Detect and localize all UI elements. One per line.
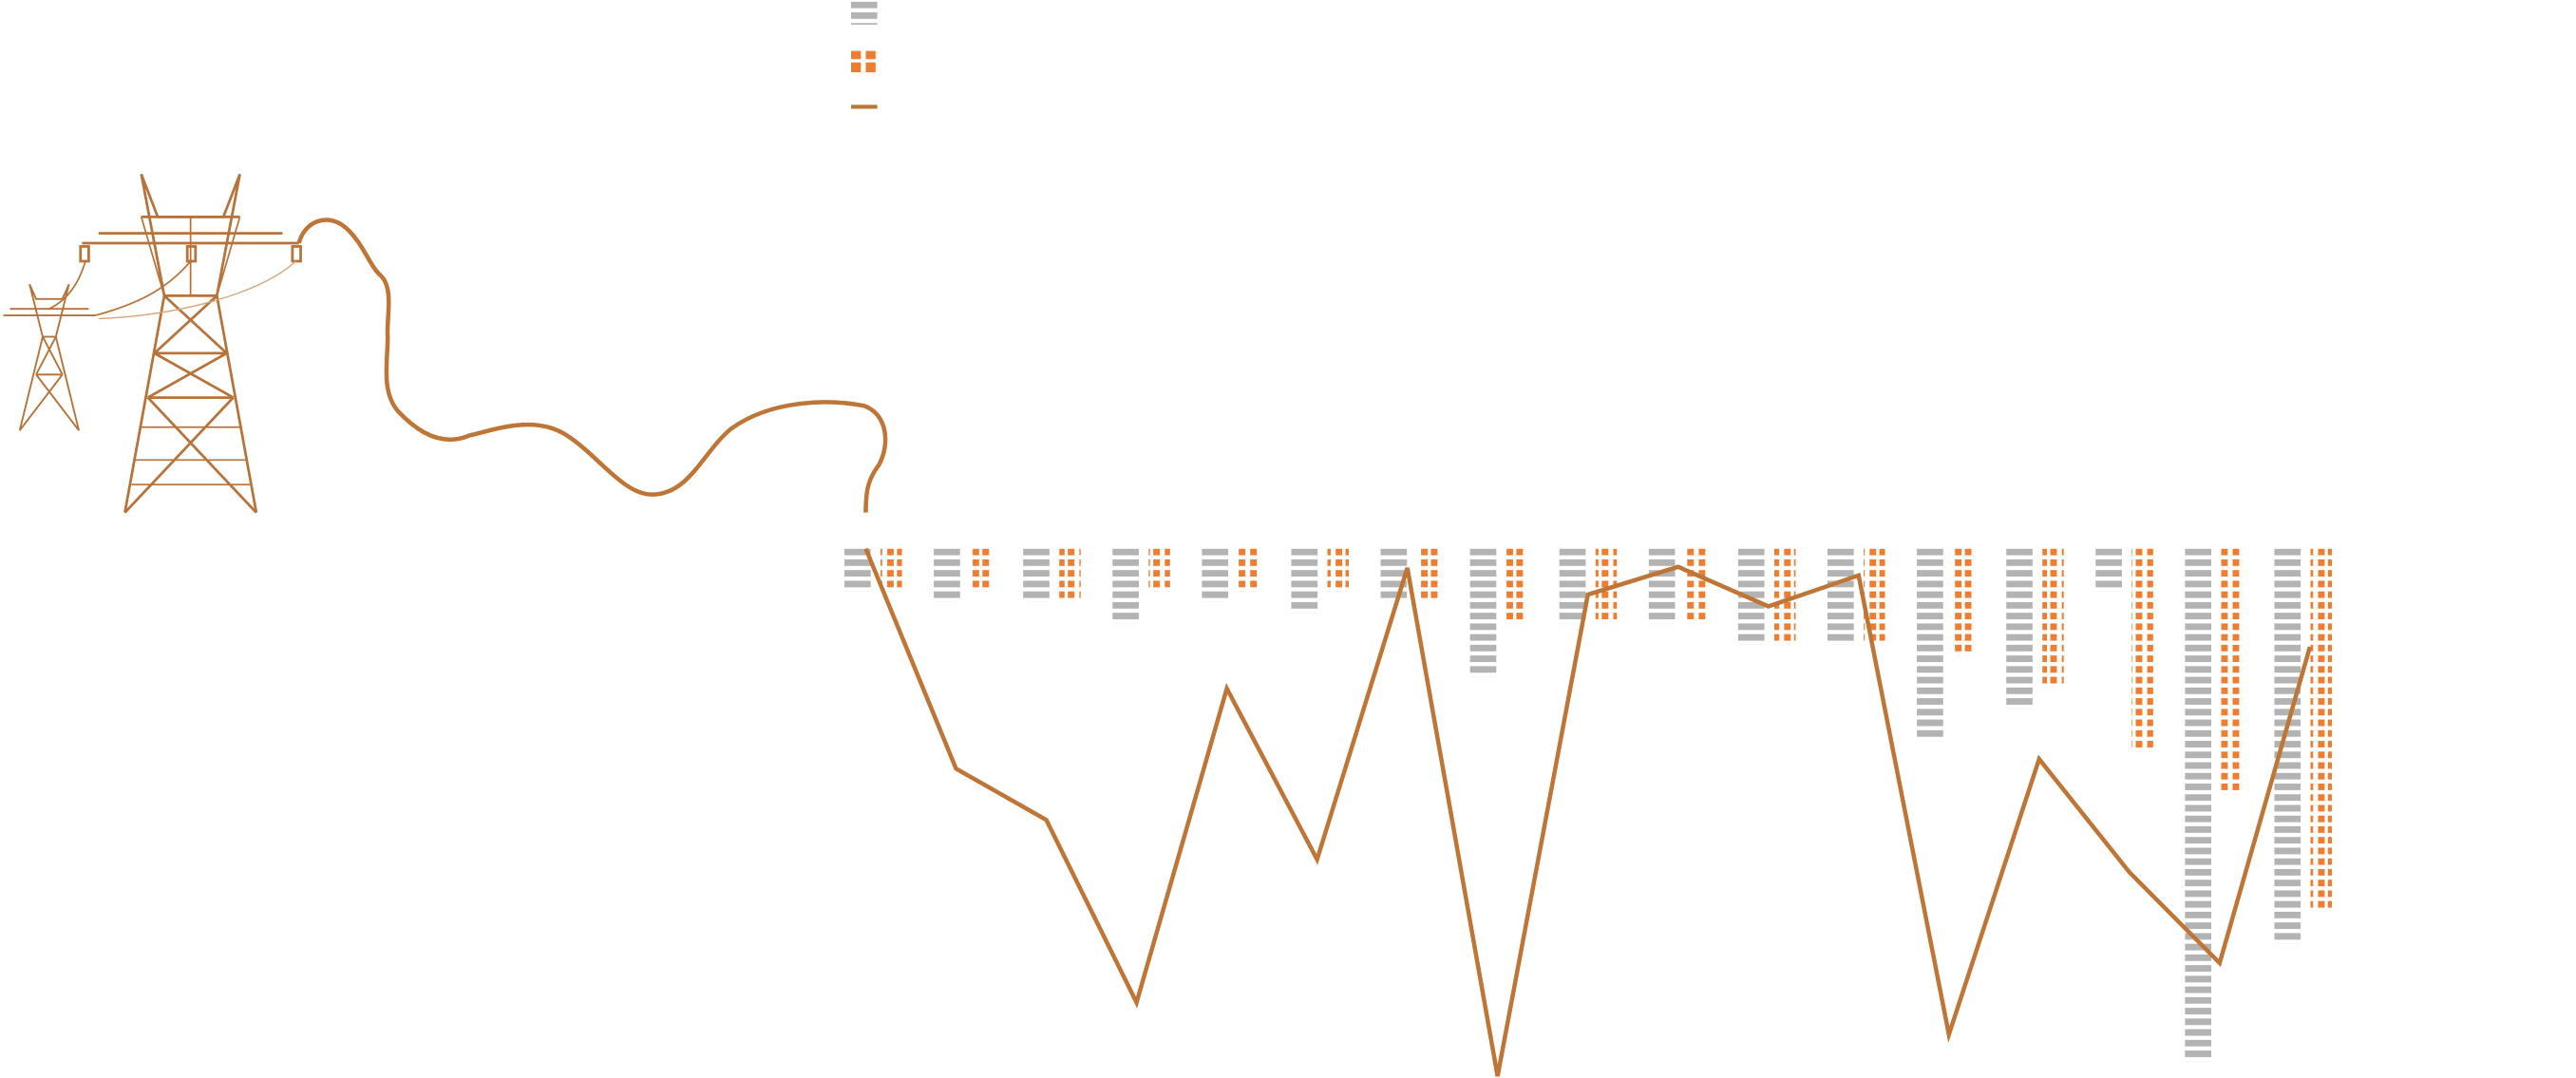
bar (2131, 548, 2153, 752)
bar (1827, 548, 1854, 645)
bar (2185, 548, 2212, 1062)
bar (1506, 548, 1528, 624)
bar (1059, 548, 1081, 602)
bar (1380, 548, 1408, 602)
bar (1864, 548, 1885, 645)
bar (2095, 548, 2122, 592)
bar (1559, 548, 1586, 624)
bar (1291, 548, 1318, 614)
bar (1148, 548, 1170, 592)
bar (1327, 548, 1349, 592)
bar (1023, 548, 1050, 602)
legend-symbol (850, 50, 878, 74)
plot-area (844, 547, 2332, 1077)
bar (881, 548, 902, 592)
bar (1416, 548, 1439, 602)
legend-symbol (850, 1, 878, 25)
bar (2042, 548, 2064, 688)
bar (1202, 548, 1229, 602)
bar (2274, 548, 2301, 944)
bar (1953, 548, 1975, 656)
bar (1238, 548, 1260, 592)
bar (2221, 548, 2243, 795)
bar (1917, 548, 1943, 742)
tower-illustration (3, 173, 302, 514)
bar (1648, 548, 1676, 624)
cable (296, 217, 888, 513)
bar (844, 548, 871, 592)
bar (2310, 548, 2332, 912)
bar (1684, 548, 1707, 624)
bar (1469, 548, 1497, 677)
line-series (863, 547, 2313, 1077)
bar (1595, 548, 1618, 624)
bar (1112, 548, 1139, 624)
bar (1773, 548, 1796, 645)
bar (2006, 548, 2033, 709)
bar (934, 548, 960, 602)
bar (970, 548, 992, 592)
